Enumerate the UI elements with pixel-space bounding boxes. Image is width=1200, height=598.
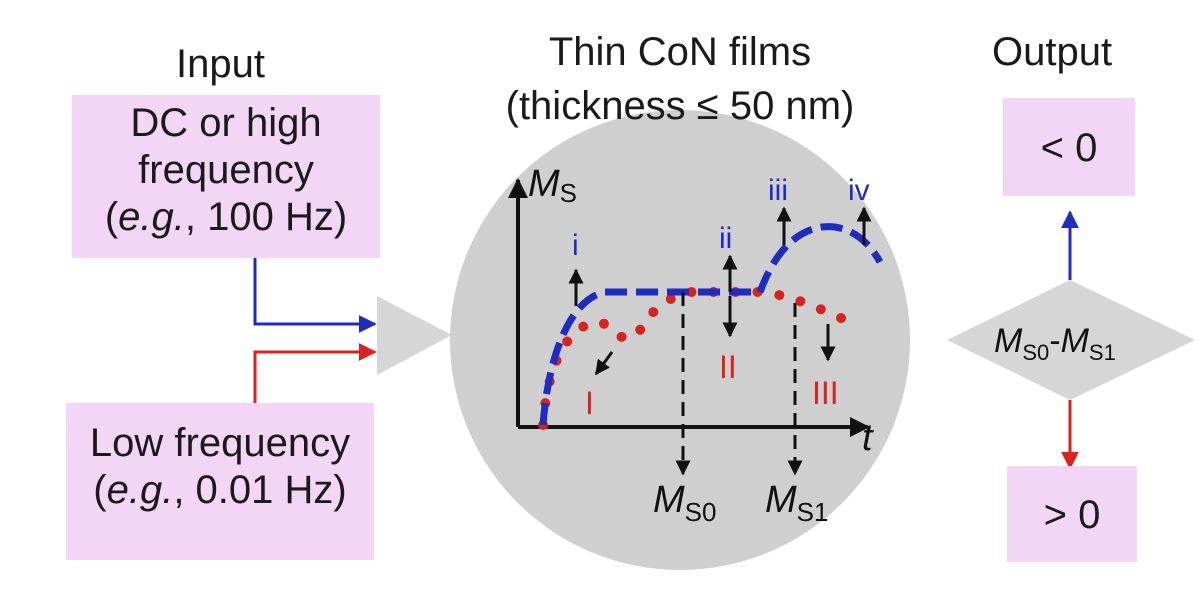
red-dotted-curve <box>538 287 865 430</box>
marker-iv: iv <box>848 174 870 207</box>
low-line1: Low frequency <box>89 421 351 465</box>
output-lower-box <box>1007 466 1137 562</box>
marker-ii: ii <box>719 222 732 255</box>
output-lower-value: > 0 <box>1043 493 1101 537</box>
low-freq-input-text: Low frequency (e.g., 0.01 Hz) <box>62 420 378 514</box>
low-freq-input-box <box>66 403 374 560</box>
ms1-label: MS1 <box>765 479 828 527</box>
marker-I: I <box>585 385 594 421</box>
dc-line1: DC or high <box>130 101 322 145</box>
arrow-I <box>594 351 614 376</box>
diamond-label: MS0-MS1 <box>994 322 1116 365</box>
dc-eg: e.g. <box>118 195 185 240</box>
input-title: Input <box>176 42 265 86</box>
marker-II: II <box>719 349 737 385</box>
dc-line2: frequency <box>138 148 314 193</box>
marker-i: i <box>572 229 579 262</box>
ms0-label: MS0 <box>653 479 716 527</box>
output-diamond <box>947 280 1195 400</box>
sample-circle <box>450 110 910 570</box>
input-funnel-triangle <box>377 296 452 375</box>
output-title: Output <box>992 30 1113 74</box>
marker-iii: iii <box>768 174 788 207</box>
marker-III: III <box>812 375 839 411</box>
low-eg: e.g. <box>106 468 174 513</box>
blue-dashed-curve <box>539 223 884 426</box>
dc-input-box <box>72 95 380 258</box>
center-title-line1: Thin CoN films <box>548 30 812 74</box>
x-axis-label: t <box>862 417 874 459</box>
low-line2: (e.g., 0.01 Hz) <box>93 468 347 513</box>
center-title-line2: (thickness ≤ 50 nm) <box>505 84 855 128</box>
dc-input-line <box>253 258 377 333</box>
low-value: , 0.01 Hz) <box>173 468 347 513</box>
output-upper-value: < 0 <box>1040 126 1098 170</box>
dc-line3: (e.g., 100 Hz) <box>104 195 348 240</box>
low-freq-input-line <box>253 343 377 403</box>
output-upper-box <box>1003 98 1135 196</box>
dc-input-text: DC or high frequency (e.g., 100 Hz) <box>72 100 380 242</box>
dc-value: , 100 Hz) <box>184 195 348 240</box>
y-axis-label: MS <box>528 163 577 208</box>
